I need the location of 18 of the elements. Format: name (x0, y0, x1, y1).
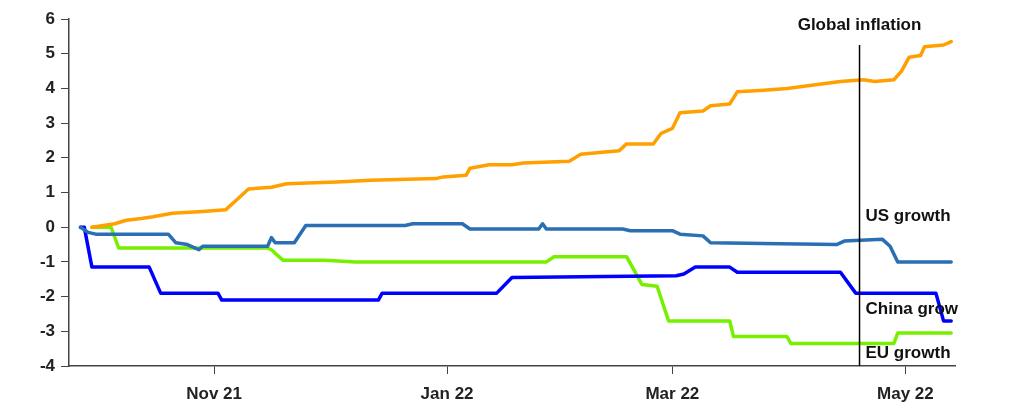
y-tick-label: -1 (39, 251, 55, 271)
y-tick-label: 2 (45, 147, 55, 167)
series-label: US growth (865, 205, 951, 225)
x-tick-label: Nov 21 (186, 383, 242, 403)
series-label: EU growth (865, 342, 951, 362)
y-tick-label: 1 (45, 182, 55, 202)
y-tick-label: 3 (45, 112, 55, 132)
y-tick-label: 5 (45, 43, 55, 63)
y-tick-label: -4 (39, 355, 56, 375)
x-tick-label: May 22 (877, 383, 934, 403)
y-tick-label: 6 (45, 8, 55, 28)
y-tick-label: 0 (45, 216, 55, 236)
y-tick-label: -2 (39, 286, 55, 306)
y-tick-label: -3 (39, 320, 55, 340)
y-tick-label: 4 (45, 78, 56, 98)
series-label: Global inflation (797, 14, 922, 34)
x-tick-label: Jan 22 (420, 383, 474, 403)
x-tick-label: Mar 22 (645, 383, 700, 403)
